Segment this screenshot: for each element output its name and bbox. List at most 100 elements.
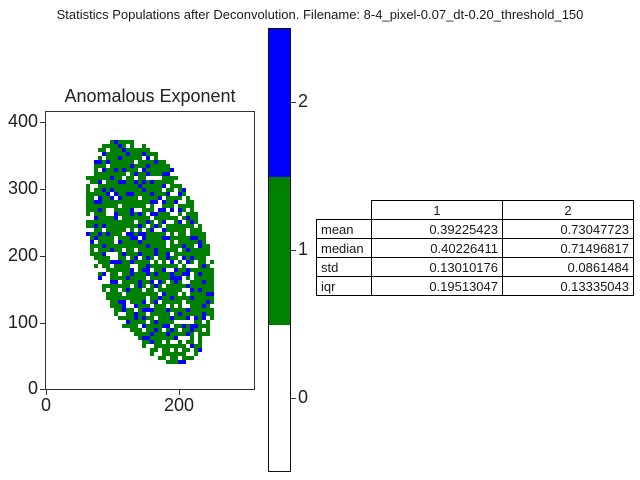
heatmap-cell [90, 248, 94, 252]
heatmap-cell [194, 244, 198, 248]
heatmap-cell [142, 216, 146, 220]
heatmap-cell [110, 228, 114, 232]
heatmap-cell [126, 308, 130, 312]
colorbar-tick-label-0: 0 [298, 387, 309, 407]
heatmap-cell [198, 272, 202, 276]
heatmap-cell [134, 284, 138, 288]
heatmap-cell [118, 276, 122, 280]
heatmap-cell [162, 344, 166, 348]
heatmap-cell [142, 208, 146, 212]
heatmap-cell [110, 268, 114, 272]
heatmap-cell [154, 216, 158, 220]
heatmap-cell [202, 264, 206, 268]
heatmap-cell [138, 164, 142, 168]
heatmap-cell [122, 160, 126, 164]
heatmap-cell [130, 152, 134, 156]
heatmap-cell [114, 216, 118, 220]
heatmap-cell [86, 204, 90, 208]
heatmap-cell [170, 272, 174, 276]
heatmap-cell [130, 324, 134, 328]
heatmap-cell [190, 248, 194, 252]
heatmap-title: Anomalous Exponent [64, 86, 236, 106]
heatmap-cell [122, 312, 126, 316]
heatmap-cell [130, 288, 134, 292]
heatmap-cell [154, 220, 158, 224]
heatmap-cell [146, 284, 150, 288]
heatmap-cell [150, 300, 154, 304]
heatmap-cell [122, 216, 126, 220]
heatmap-cell [90, 216, 94, 220]
heatmap-cell [126, 232, 130, 236]
heatmap-cell [154, 320, 158, 324]
heatmap-cell [102, 152, 106, 156]
heatmap-cell [170, 288, 174, 292]
heatmap-cell [162, 280, 166, 284]
heatmap-cell [190, 324, 194, 328]
heatmap-cell [202, 324, 206, 328]
heatmap-cell [166, 180, 170, 184]
heatmap-cell [154, 324, 158, 328]
heatmap-cell [162, 224, 166, 228]
heatmap-cell [166, 272, 170, 276]
heatmap-cell [126, 264, 130, 268]
heatmap-cell [178, 276, 182, 280]
heatmap-cell [106, 248, 110, 252]
heatmap-cell [198, 300, 202, 304]
heatmap-cell [182, 264, 186, 268]
heatmap-cell [142, 284, 146, 288]
heatmap-cell [182, 352, 186, 356]
heatmap-cell [106, 184, 110, 188]
heatmap-cell [154, 340, 158, 344]
heatmap-cell [210, 288, 214, 292]
heatmap-cell [118, 204, 122, 208]
heatmap-cell [138, 316, 142, 320]
heatmap-cell [166, 352, 170, 356]
table-row-label: mean [316, 219, 372, 239]
heatmap-cell [138, 240, 142, 244]
heatmap-cell [154, 256, 158, 260]
heatmap-cell [146, 188, 150, 192]
heatmap-cell [170, 252, 174, 256]
heatmap-cell [126, 252, 130, 256]
heatmap-cell [118, 240, 122, 244]
heatmap-cell [166, 320, 170, 324]
heatmap-cell [98, 276, 102, 280]
heatmap-cell [166, 336, 170, 340]
heatmap-cell [166, 284, 170, 288]
heatmap-cell [110, 256, 114, 260]
heatmap-cell [106, 280, 110, 284]
heatmap-cell [182, 288, 186, 292]
heatmap-cell [106, 216, 110, 220]
heatmap-cell [90, 180, 94, 184]
heatmap-cell [102, 252, 106, 256]
heatmap-cell [130, 308, 134, 312]
heatmap-cell [86, 208, 90, 212]
heatmap-cell [162, 348, 166, 352]
heatmap-cell [94, 188, 98, 192]
heatmap-cell [146, 288, 150, 292]
heatmap-cell [138, 336, 142, 340]
heatmap-cell [178, 328, 182, 332]
heatmap-cell [126, 228, 130, 232]
heatmap-cell [162, 244, 166, 248]
heatmap-cell [170, 276, 174, 280]
heatmap-cell [142, 220, 146, 224]
heatmap-cell [134, 192, 138, 196]
heatmap-cell [150, 248, 154, 252]
heatmap-cell [90, 244, 94, 248]
heatmap-cell [158, 252, 162, 256]
heatmap-cell [162, 268, 166, 272]
heatmap-cell [162, 284, 166, 288]
heatmap-cell [150, 180, 154, 184]
x-tick-mark-0 [46, 390, 47, 395]
heatmap-cell [194, 344, 198, 348]
heatmap-cell [126, 248, 130, 252]
heatmap-cell [126, 236, 130, 240]
heatmap-cell [158, 344, 162, 348]
heatmap-cell [118, 164, 122, 168]
heatmap-cell [154, 156, 158, 160]
heatmap-cell [202, 304, 206, 308]
heatmap-cell [202, 276, 206, 280]
heatmap-cell [206, 320, 210, 324]
heatmap-cell [98, 168, 102, 172]
